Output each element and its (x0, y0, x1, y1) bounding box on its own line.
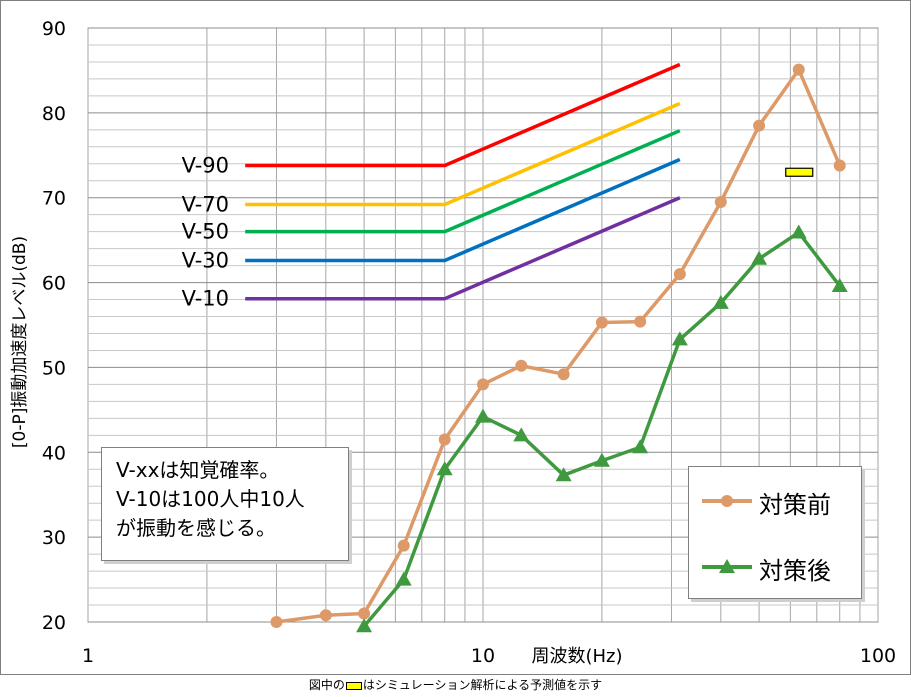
series-layer (270, 63, 848, 633)
legend: 対策前 対策後 (688, 466, 862, 599)
y-tick-label: 70 (42, 188, 66, 210)
note-line: が振動を感じる。 (116, 516, 276, 540)
y-tick-label: 20 (42, 612, 66, 634)
legend-label-after: 対策後 (759, 557, 831, 585)
data-point-after (712, 294, 729, 309)
reference-lines: V-90 V-70 V-50 V-30 V-10 (182, 62, 681, 311)
data-point-before (477, 378, 489, 391)
reference-label: V-90 (182, 153, 229, 177)
data-point-before (358, 607, 371, 620)
reference-line (245, 157, 681, 263)
data-point-after (790, 224, 807, 239)
tick-labels: 20 30 40 50 60 70 80 90 1 10 100 (42, 18, 896, 667)
reference-label: V-10 (182, 287, 229, 311)
data-point-before (673, 268, 686, 281)
reference-line (245, 196, 681, 301)
data-point-after (671, 331, 688, 346)
data-point-before (515, 359, 528, 372)
data-point-after (831, 277, 848, 292)
data-point-before (319, 609, 332, 622)
reference-label: V-50 (182, 220, 229, 244)
data-point-before (270, 616, 283, 628)
data-point-after (436, 461, 453, 476)
reference-line (245, 129, 681, 234)
footnote-before: 図中の (308, 678, 345, 692)
y-tick-label: 30 (42, 527, 66, 549)
data-point-after (555, 467, 572, 482)
y-tick-label: 50 (42, 357, 66, 379)
simulation-marker (785, 167, 814, 177)
data-point-before (833, 159, 846, 172)
reference-line (245, 101, 681, 207)
reference-line (245, 62, 681, 168)
data-point-before (397, 539, 410, 552)
y-tick-label: 60 (42, 273, 66, 295)
y-tick-label: 80 (42, 103, 66, 125)
data-point-before (714, 195, 727, 208)
data-point-after (593, 452, 610, 467)
y-tick-label: 90 (42, 18, 66, 40)
data-point-before (634, 315, 647, 328)
legend-marker-before (721, 495, 733, 507)
reference-label: V-70 (182, 193, 229, 217)
data-point-before (595, 316, 608, 329)
data-point-before (557, 368, 570, 381)
data-point-after (513, 427, 530, 442)
note-line: V-10は100人中10人 (116, 487, 305, 511)
data-point-after (751, 250, 768, 265)
data-point-before (438, 433, 451, 446)
note-line: V-xxは知覚確率。 (116, 458, 280, 482)
data-point-after (395, 571, 412, 586)
data-point-before (753, 119, 766, 132)
x-axis-label: 周波数(Hz) (531, 646, 622, 667)
x-tick-label: 10 (471, 645, 495, 667)
data-point-after (356, 618, 373, 633)
reference-label: V-30 (182, 249, 229, 273)
legend-label-before: 対策前 (759, 491, 831, 519)
simulation-swatch (345, 681, 362, 690)
y-axis-label: [0-P]振動加速度レベル(dB) (10, 236, 30, 448)
data-point-after (475, 408, 491, 423)
x-tick-label: 100 (860, 645, 896, 667)
data-point-before (792, 63, 805, 76)
y-tick-label: 40 (42, 442, 66, 464)
footnote: 図中の はシミュレーション解析による予測値を示す (0, 674, 911, 697)
data-point-after (632, 439, 649, 454)
note-box: V-xxは知覚確率。 V-10は100人中10人 が振動を感じる。 (101, 447, 349, 561)
x-tick-label: 1 (82, 645, 94, 667)
footnote-after: はシミュレーション解析による予測値を示す (362, 678, 603, 692)
legend-marker-after (719, 559, 735, 573)
